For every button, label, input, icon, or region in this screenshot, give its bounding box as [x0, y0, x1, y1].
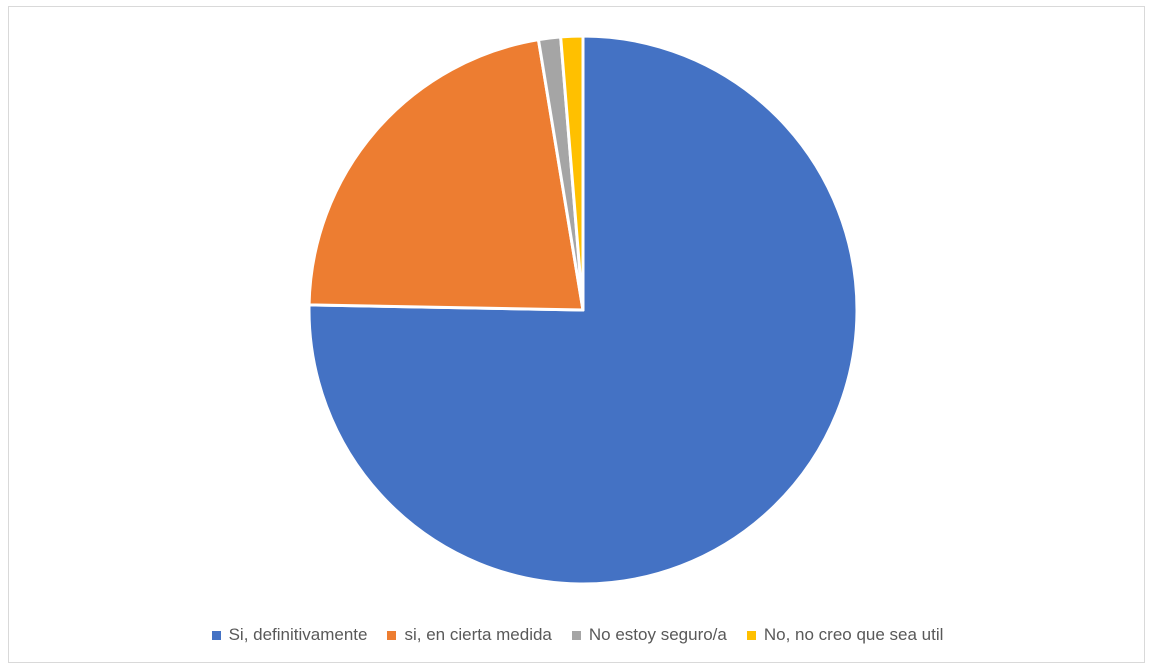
legend-item-no-estoy-seguro: No estoy seguro/a	[571, 625, 727, 645]
legend-label-no-estoy-seguro: No estoy seguro/a	[588, 625, 727, 644]
legend: Si, definitivamente si, en cierta medida…	[0, 622, 1155, 648]
legend-label-no-no-creo-que-sea-util: No, no creo que sea util	[763, 625, 944, 644]
legend-label-si-en-cierta-medida: si, en cierta medida	[404, 625, 552, 644]
legend-item-no-no-creo-que-sea-util: No, no creo que sea util	[746, 625, 944, 645]
pie-slices	[307, 34, 859, 586]
legend-item-si-en-cierta-medida: si, en cierta medida	[387, 625, 552, 645]
pie-slice-si-en-cierta-medida	[307, 38, 585, 312]
pie-slice-no-no-creo-que-sea-util	[559, 34, 585, 312]
legend-item-si-definitivamente: Si, definitivamente	[211, 625, 368, 645]
legend-swatch-no-estoy-seguro	[571, 630, 581, 640]
legend-swatch-si-definitivamente	[211, 630, 221, 640]
legend-label-si-definitivamente: Si, definitivamente	[228, 625, 368, 644]
legend-swatch-no-no-creo-que-sea-util	[746, 630, 756, 640]
legend-swatch-si-en-cierta-medida	[387, 630, 397, 640]
